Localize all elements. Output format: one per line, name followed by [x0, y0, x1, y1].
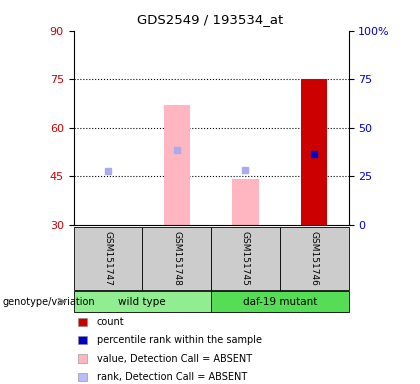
Text: GSM151748: GSM151748 [172, 231, 181, 286]
Text: count: count [97, 317, 124, 327]
Text: GSM151745: GSM151745 [241, 231, 250, 286]
Text: wild type: wild type [118, 296, 166, 307]
Bar [74, 291, 211, 312]
Text: daf-19 mutant: daf-19 mutant [243, 296, 317, 307]
Bar [280, 227, 349, 290]
Text: percentile rank within the sample: percentile rank within the sample [97, 335, 262, 345]
Bar [78, 318, 87, 326]
Text: rank, Detection Call = ABSENT: rank, Detection Call = ABSENT [97, 372, 247, 382]
Bar [211, 227, 280, 290]
Text: GSM151746: GSM151746 [310, 231, 319, 286]
Bar [211, 291, 349, 312]
Bar [78, 354, 87, 363]
Bar [78, 373, 87, 381]
Bar [78, 336, 87, 344]
Bar [301, 79, 327, 225]
Text: genotype/variation: genotype/variation [2, 296, 95, 307]
Bar [232, 179, 258, 225]
Text: GSM151747: GSM151747 [103, 231, 113, 286]
Text: value, Detection Call = ABSENT: value, Detection Call = ABSENT [97, 354, 252, 364]
Bar [142, 227, 211, 290]
Bar [164, 105, 190, 225]
Bar [74, 227, 142, 290]
Text: GDS2549 / 193534_at: GDS2549 / 193534_at [137, 13, 283, 26]
